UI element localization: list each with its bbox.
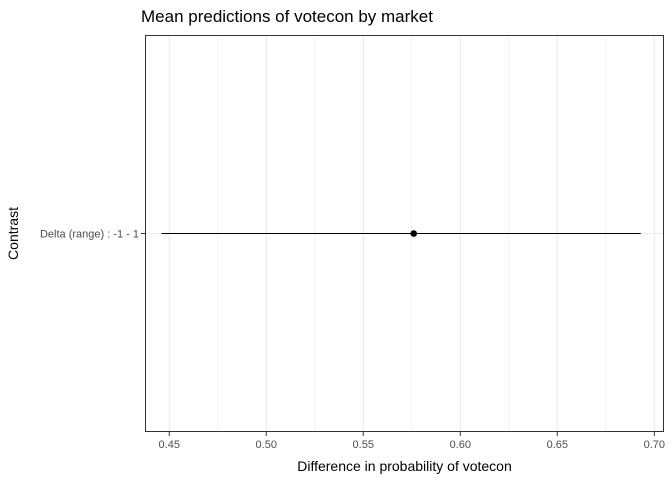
chart-title: Mean predictions of votecon by market xyxy=(141,7,433,26)
x-tick-label: 0.65 xyxy=(547,439,568,451)
x-axis: 0.45 0.50 0.55 0.60 0.65 0.70 xyxy=(159,432,665,451)
y-axis: Delta (range) : -1 - 1 xyxy=(40,229,145,241)
x-tick-label: 0.55 xyxy=(353,439,374,451)
y-tick-label: Delta (range) : -1 - 1 xyxy=(40,229,139,241)
x-tick-label: 0.70 xyxy=(644,439,665,451)
y-axis-title: Contrast xyxy=(5,207,21,260)
x-tick-label: 0.60 xyxy=(450,439,471,451)
x-tick-label: 0.45 xyxy=(159,439,180,451)
x-axis-title: Difference in probability of votecon xyxy=(297,458,512,474)
plot-panel xyxy=(145,35,664,432)
point-estimate xyxy=(410,230,418,237)
x-tick-label: 0.50 xyxy=(256,439,277,451)
data-marks xyxy=(161,230,641,237)
